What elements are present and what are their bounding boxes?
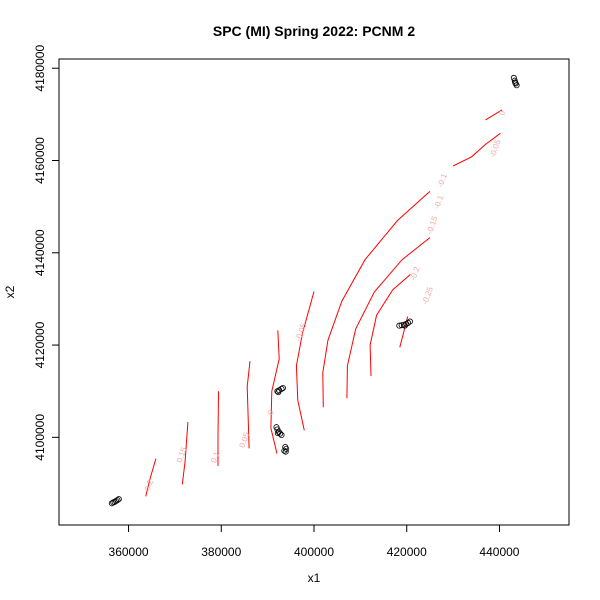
contour-label-4: 0 xyxy=(266,408,276,416)
contour-lines xyxy=(145,109,503,497)
contour-line-7 xyxy=(346,237,431,399)
y-tick-label-3: 4160000 xyxy=(33,137,47,184)
contour-line-6 xyxy=(322,191,431,408)
contour-line-8 xyxy=(369,274,411,377)
y-tick-label-1: 4120000 xyxy=(33,321,47,368)
contour-line-10 xyxy=(452,132,501,167)
contour-line-5 xyxy=(295,291,315,431)
x-tick-label-4: 440000 xyxy=(479,545,519,559)
x-tick-label-1: 380000 xyxy=(201,545,241,559)
contour-line-1 xyxy=(181,422,189,485)
contour-line-12 xyxy=(485,109,503,121)
data-point-4 xyxy=(115,496,122,503)
y-axis: 4100000 4120000 4140000 4160000 4180000 xyxy=(33,45,60,461)
contour-line-3 xyxy=(246,361,251,449)
y-tick-label-0: 4100000 xyxy=(33,414,47,461)
data-point-32 xyxy=(512,79,519,86)
contour-label-12: 0 xyxy=(497,109,507,117)
data-point-19 xyxy=(281,447,288,454)
data-point-31 xyxy=(513,82,520,89)
contour-label-6: -0.1 xyxy=(436,172,449,189)
data-point-26 xyxy=(406,318,413,325)
data-point-27 xyxy=(401,322,408,329)
contour-labels: 0.20.15 0.10.050-0.05-0.1-0.15-0.2-0.25-0… xyxy=(143,109,508,492)
chart-title: SPC (MI) Spring 2022: PCNM 2 xyxy=(213,23,415,39)
x-tick-label-3: 420000 xyxy=(387,545,427,559)
x-tick-label-2: 400000 xyxy=(294,545,334,559)
y-tick-label-4: 4180000 xyxy=(33,45,47,92)
contour-line-4 xyxy=(270,330,280,454)
data-point-16 xyxy=(274,430,281,437)
contour-line-9 xyxy=(399,316,409,348)
data-point-5 xyxy=(108,500,115,507)
data-points xyxy=(108,74,520,507)
data-point-20 xyxy=(282,448,289,455)
data-point-15 xyxy=(278,432,285,439)
contour-label-1: 0.15 xyxy=(175,446,189,464)
contour-label-9: -0.25 xyxy=(420,285,435,306)
contour-label-0: 0.2 xyxy=(143,478,155,492)
y-tick-label-2: 4140000 xyxy=(33,229,47,276)
contour-label-5: -0.05 xyxy=(294,322,309,343)
data-point-8 xyxy=(278,385,285,392)
contour-label-10: -0.1 xyxy=(432,194,445,211)
x-axis-label: x1 xyxy=(308,571,321,585)
contour-line-2 xyxy=(217,391,219,466)
x-tick-label-0: 360000 xyxy=(109,545,149,559)
contour-line-0 xyxy=(145,458,157,497)
data-point-3 xyxy=(114,497,121,504)
x-axis: 360000 380000 400000 420000 440000 xyxy=(109,524,520,559)
data-point-18 xyxy=(283,445,290,452)
y-axis-label: x2 xyxy=(3,285,17,298)
data-point-10 xyxy=(275,389,282,396)
contour-label-7: -0.15 xyxy=(425,215,440,236)
contour-label-8: -0.2 xyxy=(408,265,421,282)
data-point-14 xyxy=(277,430,284,437)
data-point-9 xyxy=(279,384,286,391)
contour-label-2: 0.1 xyxy=(209,450,221,464)
